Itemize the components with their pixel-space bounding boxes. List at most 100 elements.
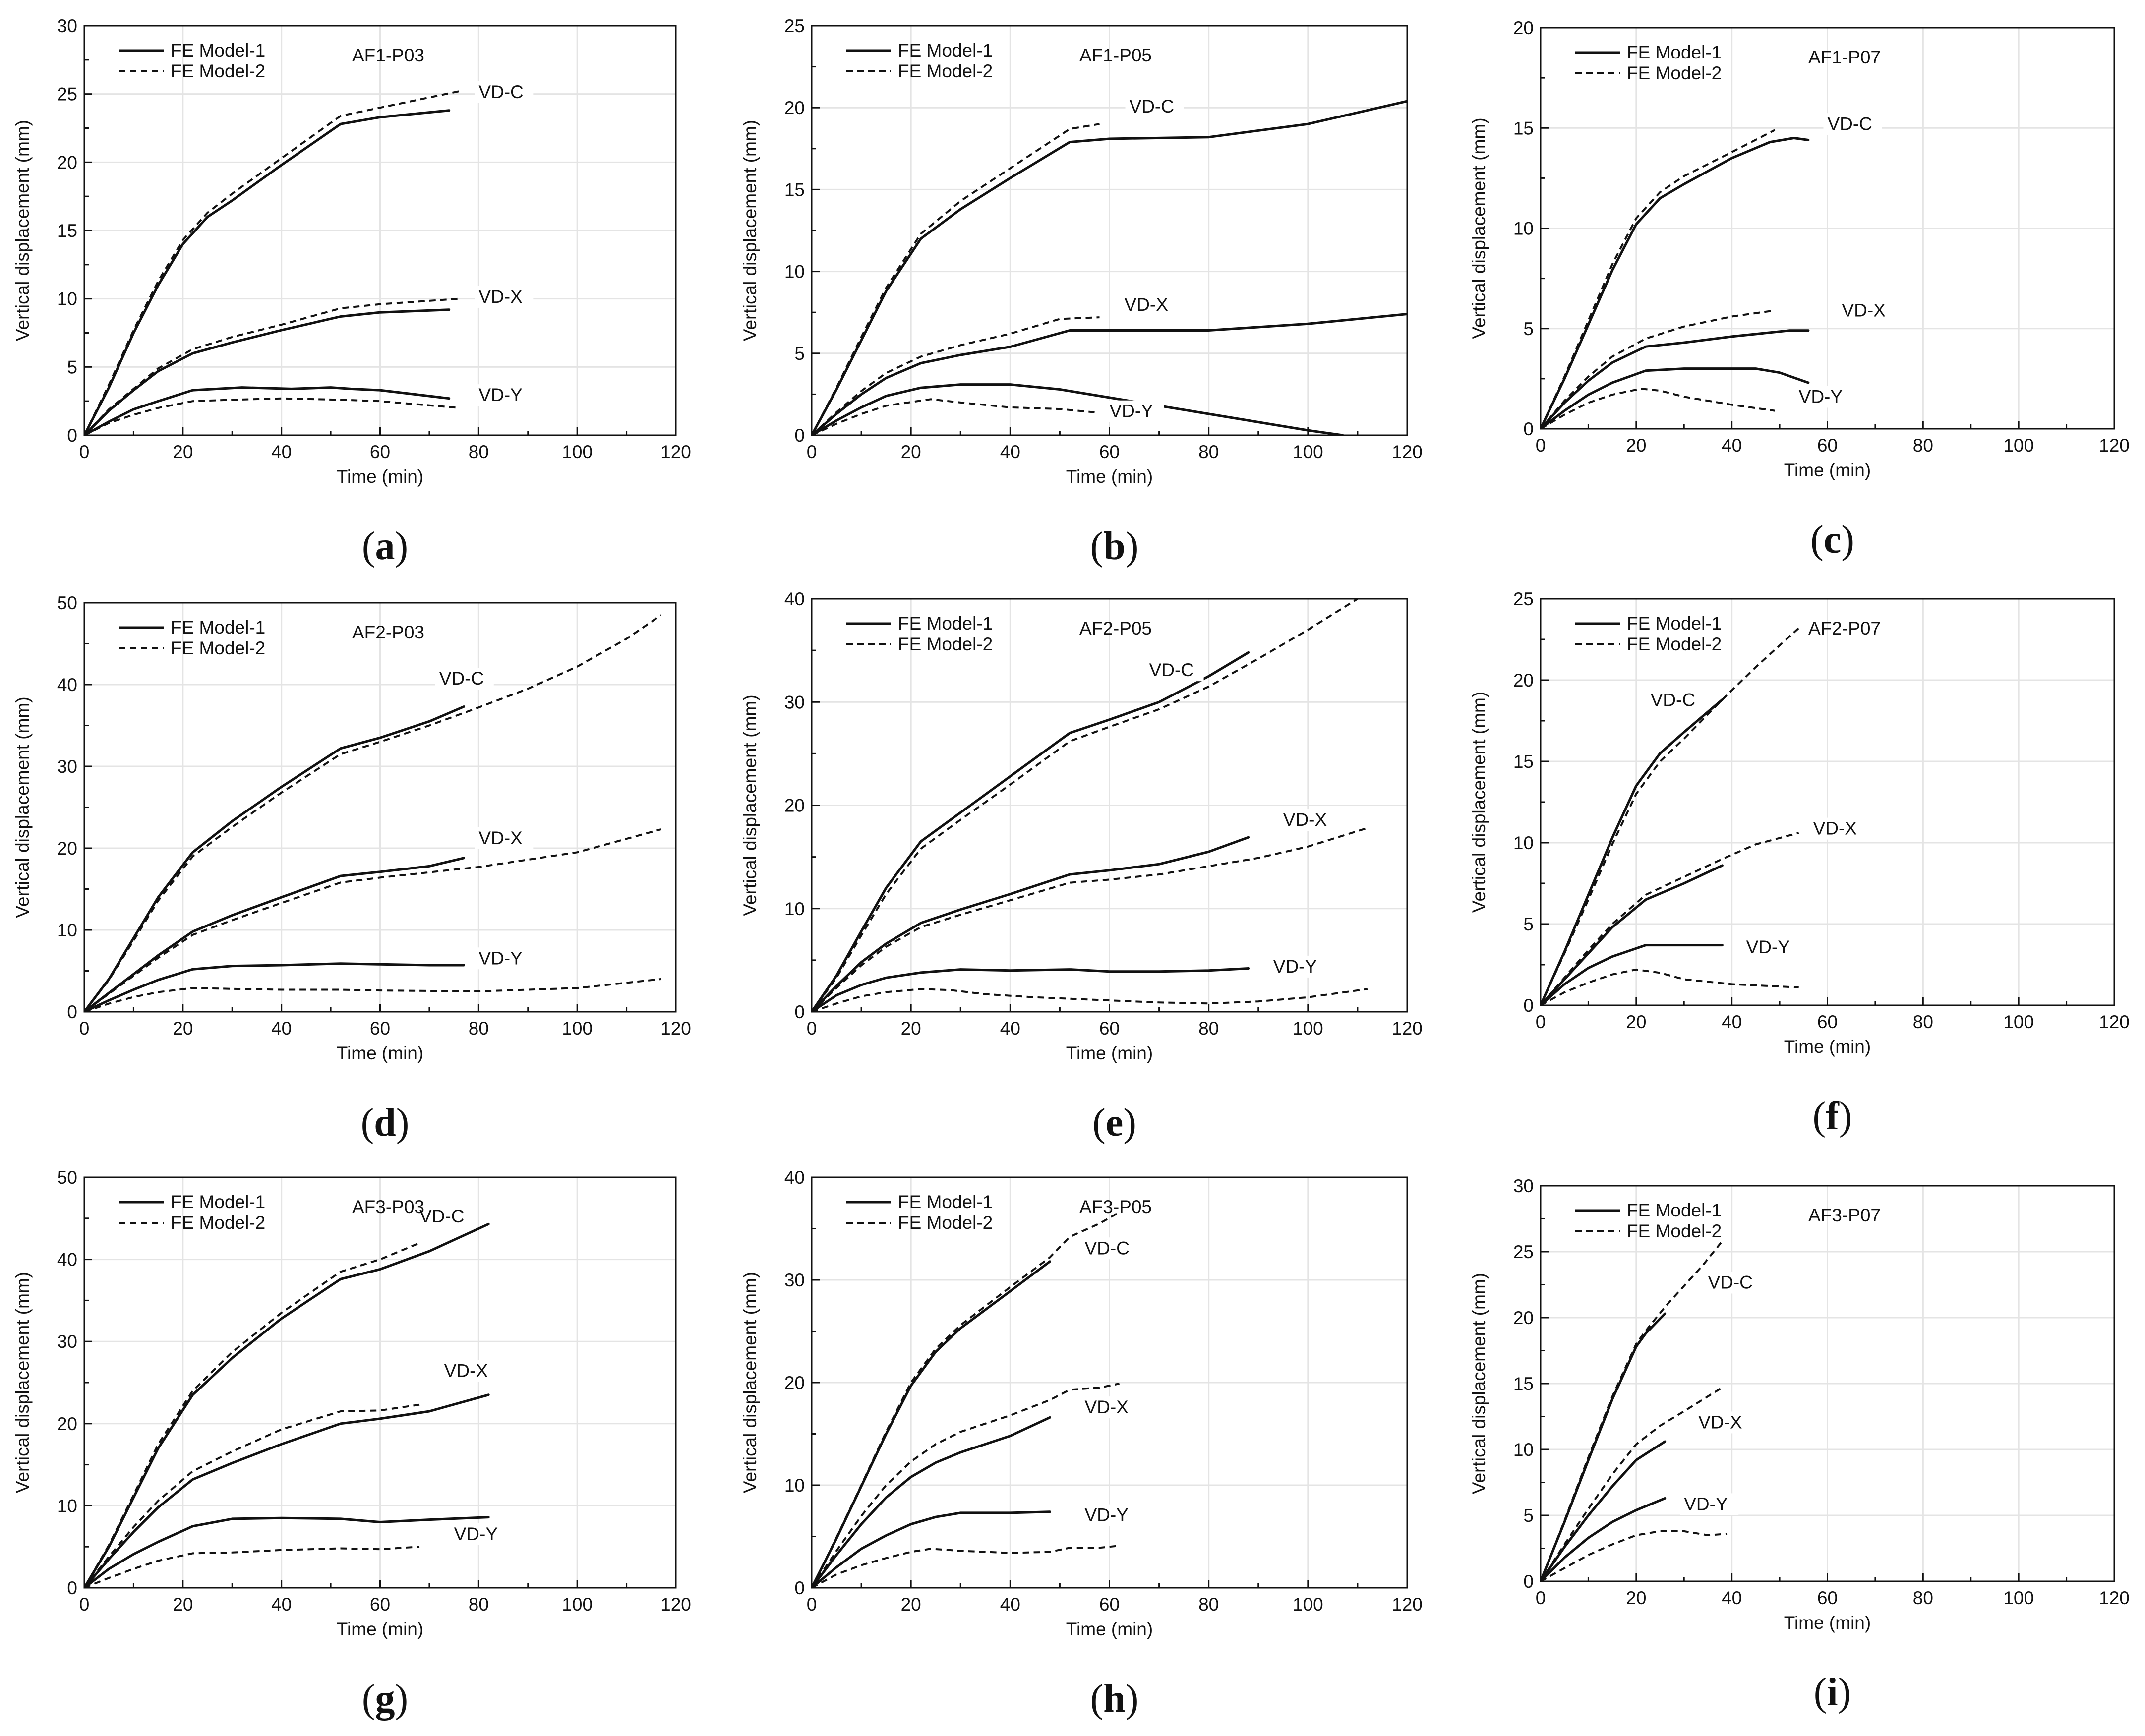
- chart-panel-b: 0 20 40 60 80 100 120 0 5 10 15 20 25 Time (min) Verti…: [740, 16, 1423, 568]
- x-tick-label: 100: [562, 1594, 593, 1615]
- legend-label-model-1: FE Model-1: [898, 1192, 993, 1212]
- series-line-vd-y-model-1: [84, 1516, 490, 1588]
- y-tick-label: 50: [57, 1167, 77, 1188]
- series-line-vd-x-model-2: [1541, 832, 1799, 1005]
- y-tick-label: 10: [1513, 1440, 1534, 1460]
- curve-label-vd-c: VD-C: [439, 668, 484, 689]
- curve-label-background: [435, 668, 494, 690]
- y-tick-label: 20: [57, 152, 77, 173]
- chart-panel-d: 0 20 40 60 80 100 120 0 10 20 30 40 50 Time (min) Vert…: [12, 593, 691, 1145]
- curve-label-background: [1704, 1272, 1763, 1294]
- series-line-vd-y-model-2: [812, 398, 1095, 435]
- series-line-vd-y-model-1: [1541, 944, 1724, 1005]
- x-tick-label: 60: [370, 1594, 390, 1615]
- legend-label-model-1: FE Model-1: [171, 617, 265, 637]
- curve-label-vd-c: VD-C: [1130, 96, 1174, 116]
- x-axis-title: Time (min): [1066, 1043, 1153, 1063]
- legend: FE Model-1FE Model-2: [846, 613, 993, 654]
- x-tick-label: 20: [173, 442, 193, 462]
- x-tick-label: 60: [370, 442, 390, 462]
- y-tick-label: 15: [1513, 118, 1534, 138]
- y-tick-label: 30: [784, 1270, 805, 1290]
- series-line-vd-y-model-1: [812, 1510, 1051, 1588]
- x-axis-title: Time (min): [337, 466, 423, 487]
- curve-label-background: [440, 1360, 499, 1382]
- series-line-vd-c-model-1: [84, 1222, 490, 1588]
- y-axis-title: Vertical displacement (mm): [1469, 117, 1489, 339]
- series-line-vd-x-model-1: [84, 308, 451, 435]
- series-line-vd-y-model-1: [1541, 1497, 1667, 1581]
- curve-label-background: [475, 286, 534, 308]
- x-tick-label: 0: [807, 1594, 817, 1615]
- panel-letter: (d): [361, 1101, 410, 1145]
- y-tick-label: 10: [784, 1475, 805, 1496]
- x-tick-label: 20: [1626, 1012, 1646, 1032]
- x-tick-label: 20: [1626, 435, 1646, 456]
- x-tick-label: 60: [1817, 435, 1838, 456]
- y-tick-label: 10: [1513, 219, 1534, 239]
- y-axis-title: Vertical displacement (mm): [12, 120, 33, 341]
- series-line-vd-x-model-2: [1541, 1387, 1723, 1581]
- series-line-vd-c-model-1: [1541, 698, 1724, 1005]
- series-line-vd-c-model-2: [84, 1242, 420, 1588]
- specimen-id-label: AF1-P07: [1808, 47, 1881, 67]
- x-tick-label: 120: [1392, 1018, 1423, 1039]
- x-tick-label: 80: [1913, 1012, 1933, 1032]
- curve-label-vd-y: VD-Y: [478, 948, 522, 968]
- curves: [1541, 1240, 1728, 1581]
- x-tick-label: 20: [1626, 1588, 1646, 1608]
- y-tick-label: 0: [794, 1002, 805, 1022]
- y-tick-label: 20: [1513, 1308, 1534, 1328]
- curve-label-background: [1809, 817, 1868, 840]
- curve-label-vd-c: VD-C: [478, 82, 523, 102]
- curve-label-background: [450, 1523, 509, 1545]
- curve-label-vd-y: VD-Y: [454, 1524, 498, 1544]
- x-tick-label: 120: [1392, 1594, 1423, 1615]
- series-line-vd-x-model-2: [812, 827, 1368, 1012]
- series-line-vd-x-model-1: [1541, 329, 1810, 429]
- curve-label-background: [1794, 386, 1853, 408]
- series-line-vd-y-model-1: [84, 962, 465, 1012]
- x-tick-label: 20: [901, 1018, 921, 1039]
- x-tick-label: 0: [79, 1594, 90, 1615]
- x-tick-label: 80: [1198, 1018, 1219, 1039]
- y-tick-label: 40: [57, 1250, 77, 1270]
- specimen-id-label: AF1-P05: [1079, 45, 1152, 65]
- x-tick-label: 0: [807, 442, 817, 462]
- x-tick-label: 40: [1722, 1588, 1742, 1608]
- curve-label-vd-x: VD-X: [1084, 1397, 1128, 1417]
- specimen-id-label: AF2-P05: [1079, 618, 1152, 638]
- series-line-vd-c-model-2: [812, 1211, 1120, 1588]
- specimen-id-label: AF3-P07: [1808, 1205, 1881, 1225]
- y-tick-label: 10: [784, 899, 805, 919]
- x-tick-label: 40: [1000, 442, 1020, 462]
- series-line-vd-c-model-2: [1541, 627, 1800, 1005]
- curve-label-background: [1694, 1411, 1753, 1434]
- curve-label-vd-y: VD-Y: [1684, 1494, 1728, 1514]
- y-axis-title: Vertical displacement (mm): [12, 696, 33, 918]
- panel-letter: (a): [362, 524, 408, 568]
- series-line-vd-x-model-2: [84, 828, 661, 1012]
- curve-label-vd-c: VD-C: [1708, 1272, 1752, 1292]
- x-tick-label: 120: [2099, 1588, 2130, 1608]
- y-tick-label: 30: [57, 756, 77, 777]
- y-tick-label: 20: [784, 1373, 805, 1393]
- curve-label-background: [1279, 809, 1338, 831]
- curve-label-background: [1120, 293, 1179, 316]
- curve-label-vd-c: VD-C: [1084, 1238, 1129, 1258]
- curve-label-background: [416, 1206, 475, 1228]
- y-tick-label: 25: [1513, 1242, 1534, 1262]
- series-line-vd-y-model-1: [84, 386, 451, 435]
- panel-letter: (c): [1810, 518, 1854, 562]
- x-tick-label: 100: [562, 442, 593, 462]
- x-tick-label: 40: [1000, 1018, 1020, 1039]
- x-axis-title: Time (min): [1784, 1037, 1871, 1057]
- series-line-vd-x-model-2: [812, 1383, 1120, 1588]
- y-tick-label: 25: [1513, 589, 1534, 609]
- x-tick-label: 40: [1722, 435, 1742, 456]
- legend: FE Model-1FE Model-2: [119, 40, 265, 81]
- x-tick-label: 0: [1536, 1012, 1546, 1032]
- x-tick-label: 60: [1817, 1588, 1838, 1608]
- series-line-vd-y-model-1: [812, 967, 1250, 1012]
- series-line-vd-c-model-1: [84, 109, 451, 435]
